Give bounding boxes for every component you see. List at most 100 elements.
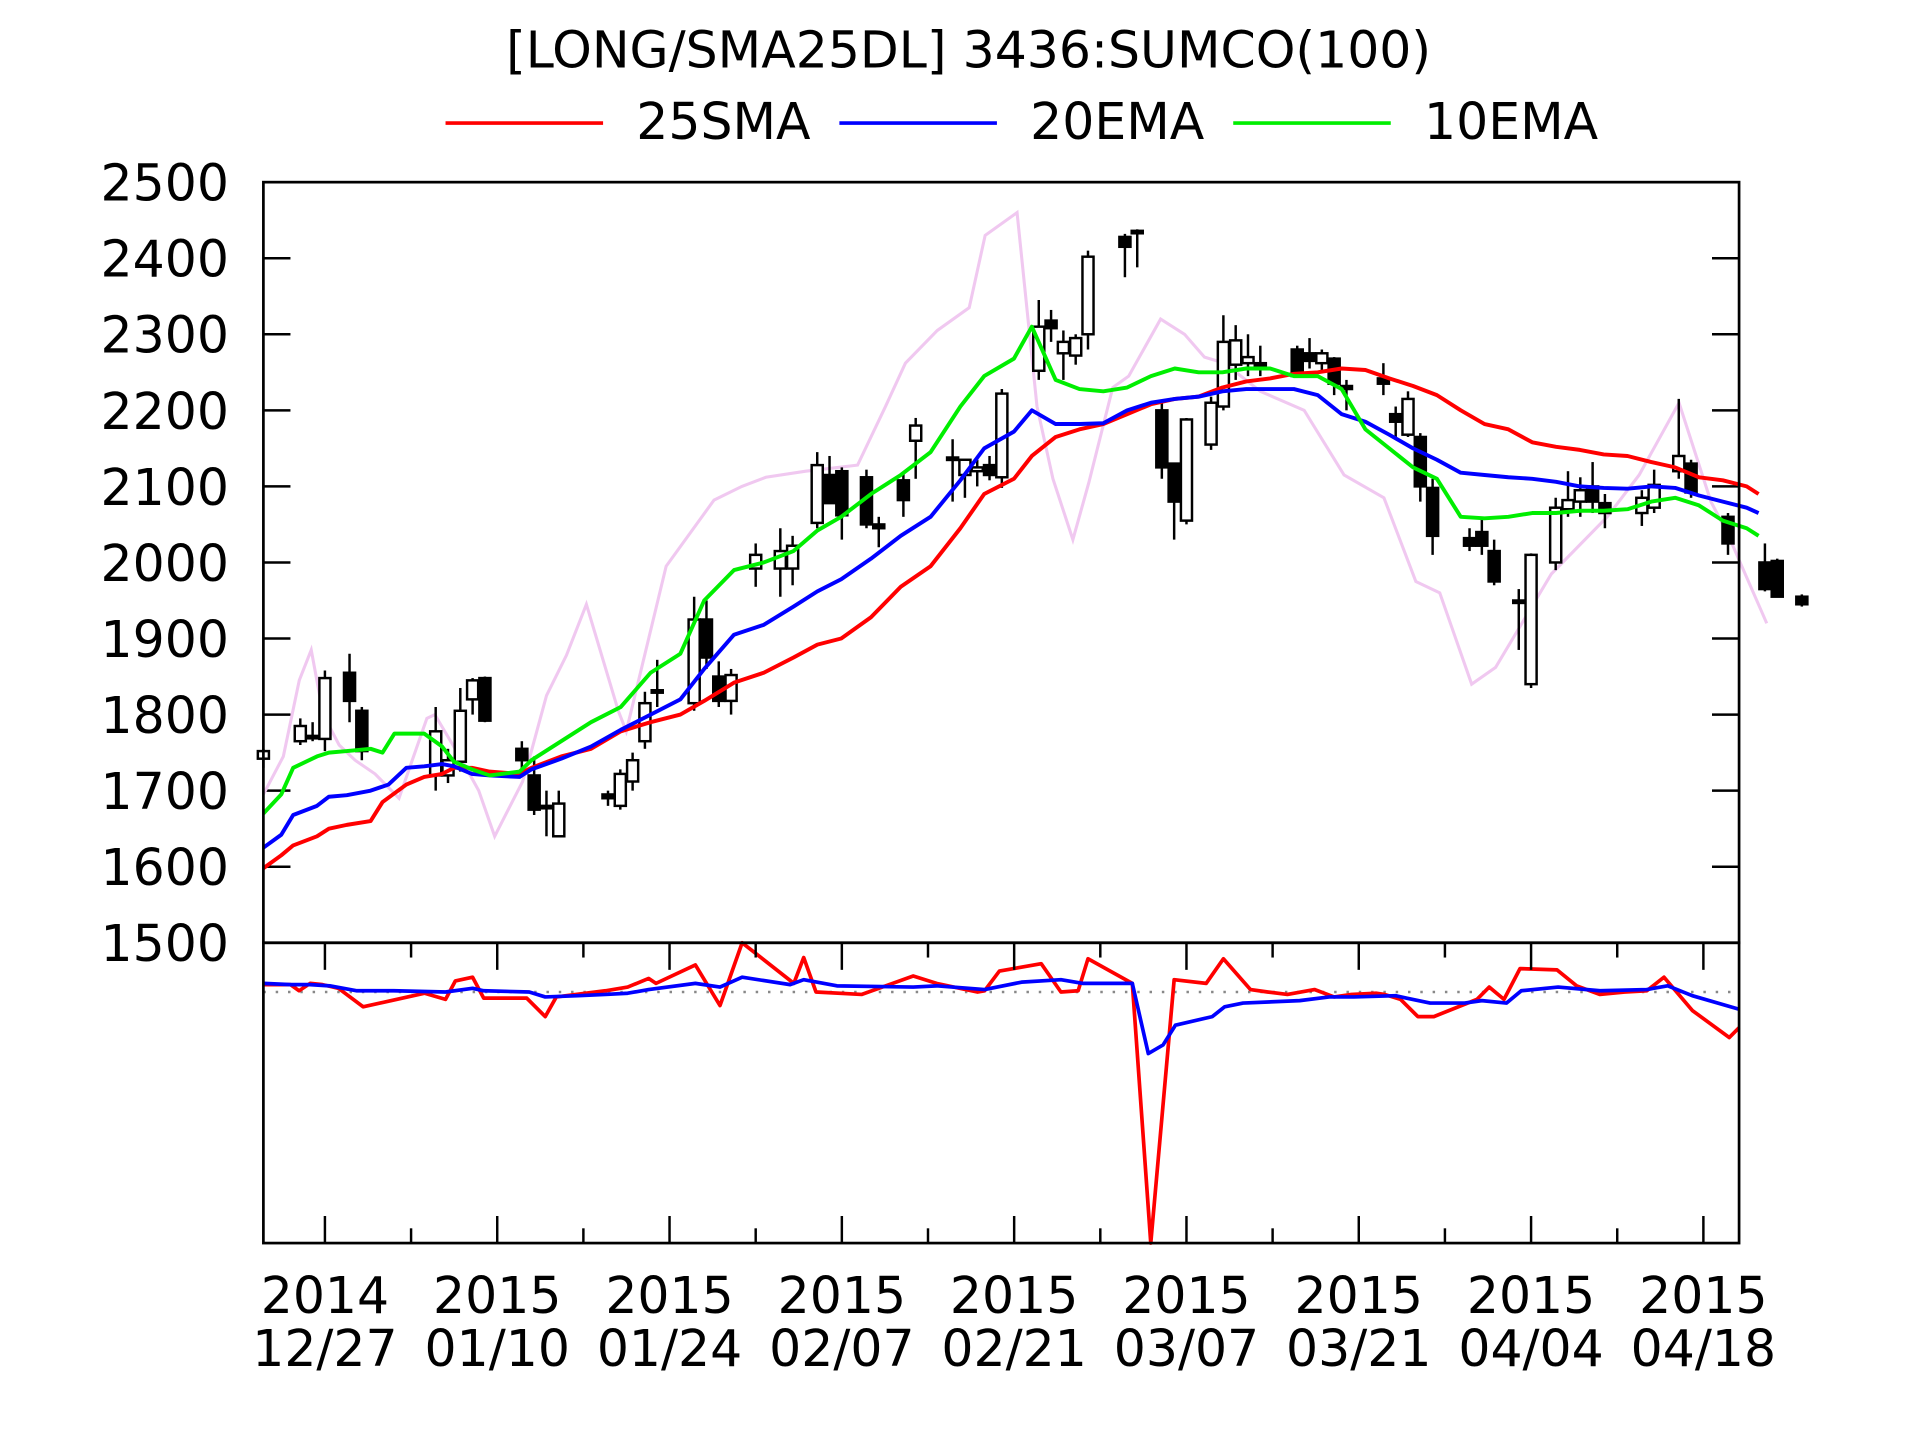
candle-body xyxy=(465,679,480,701)
candle-body xyxy=(1758,561,1772,591)
candle-body xyxy=(453,709,468,763)
candle-body xyxy=(305,734,320,740)
candle-body xyxy=(1475,530,1489,547)
candle-body xyxy=(1413,435,1428,488)
x-tick-year: 2015 xyxy=(1639,1266,1767,1325)
legend-item-20ema: 20EMA xyxy=(839,92,1205,151)
y-tick-label: 1900 xyxy=(101,610,229,669)
x-tick-date: 01/24 xyxy=(597,1319,742,1378)
candle-body xyxy=(1081,255,1095,336)
y-tick-label: 2200 xyxy=(101,382,229,441)
x-tick-year: 2015 xyxy=(605,1266,733,1325)
candle xyxy=(822,455,837,505)
candle xyxy=(1068,334,1083,365)
candle xyxy=(1204,396,1218,450)
candle-body xyxy=(1548,506,1563,564)
candle-body xyxy=(699,618,714,659)
candle xyxy=(1179,417,1194,525)
10ema-line xyxy=(261,324,1760,815)
candle-body xyxy=(515,747,529,762)
legend-label-25sma: 25SMA xyxy=(636,92,811,151)
candle xyxy=(1044,309,1058,342)
candle xyxy=(1413,433,1428,502)
25sma-line xyxy=(262,366,1760,870)
deviation-lines xyxy=(263,940,1741,1245)
candle-body xyxy=(1524,553,1538,686)
candle-body xyxy=(1228,339,1243,366)
candle-body xyxy=(872,523,886,530)
candle-body xyxy=(1130,229,1144,235)
candle xyxy=(1388,406,1403,437)
candle-body xyxy=(810,463,824,525)
candle-body xyxy=(822,473,837,505)
candle-body xyxy=(1253,361,1268,367)
candle-body xyxy=(527,774,541,811)
candle xyxy=(1721,513,1735,555)
y-axis: 1500 1600 1700 1800 1900 2000 2100 2200 2300 2400… xyxy=(101,154,1740,973)
candle xyxy=(908,417,923,479)
candle-body xyxy=(1302,352,1317,363)
candle-body xyxy=(1561,498,1575,511)
candle xyxy=(896,472,911,517)
candle-body xyxy=(1167,462,1181,503)
candle xyxy=(1081,250,1095,350)
y-tick-label: 2300 xyxy=(101,306,229,365)
candle-body xyxy=(908,424,923,442)
candle xyxy=(1401,391,1415,437)
candle xyxy=(1647,469,1661,514)
legend-label-10ema: 10EMA xyxy=(1424,92,1599,151)
candle xyxy=(724,668,738,715)
candle-body xyxy=(1032,325,1046,373)
candle xyxy=(699,600,714,669)
y-tick-label: 1600 xyxy=(101,838,229,897)
candle xyxy=(1462,528,1477,552)
candle xyxy=(1327,357,1341,396)
candle xyxy=(1155,402,1169,479)
x-tick-year: 2015 xyxy=(778,1266,906,1325)
candle-body xyxy=(318,676,332,741)
candle-body xyxy=(1179,418,1194,522)
candle-body xyxy=(1044,319,1058,330)
candle-body xyxy=(970,466,984,473)
candle-body xyxy=(601,793,615,800)
candle xyxy=(1130,229,1144,268)
x-tick-date: 02/21 xyxy=(941,1319,1086,1378)
candle xyxy=(613,769,628,810)
candle-body xyxy=(1068,336,1083,357)
candle xyxy=(1795,594,1809,607)
candle-body xyxy=(1573,488,1588,503)
x-tick-date: 03/21 xyxy=(1286,1319,1431,1378)
candle-body xyxy=(945,456,960,462)
legend-label-20ema: 20EMA xyxy=(1030,92,1205,151)
candle xyxy=(712,661,726,707)
candle xyxy=(305,722,320,742)
candle-body xyxy=(539,804,554,810)
y-tick-label: 2100 xyxy=(101,458,229,517)
legend-item-25sma: 25SMA xyxy=(445,92,811,151)
moving-average-lines xyxy=(261,324,1760,870)
x-tick-date: 03/07 xyxy=(1114,1319,1259,1378)
legend: 25SMA 20EMA 10EMA xyxy=(445,92,1599,151)
candle-body xyxy=(1155,409,1169,469)
candle xyxy=(1167,462,1181,540)
y-tick-label: 1800 xyxy=(101,686,229,745)
candle-body xyxy=(625,758,640,783)
y-tick-label: 1700 xyxy=(101,762,229,821)
candle-body xyxy=(1056,340,1071,355)
candle xyxy=(478,676,492,723)
candle xyxy=(1302,338,1317,369)
candle-body xyxy=(1770,559,1784,598)
close-price-line xyxy=(262,209,1769,841)
x-tick-year: 2015 xyxy=(1467,1266,1595,1325)
candle xyxy=(1253,345,1268,377)
x-tick-year: 2014 xyxy=(261,1266,389,1325)
x-tick-year: 2015 xyxy=(1295,1266,1423,1325)
candle-body xyxy=(835,469,849,517)
x-tick-date: 04/04 xyxy=(1458,1319,1603,1378)
candle xyxy=(342,653,357,723)
candle xyxy=(1425,478,1440,555)
deviation-slow-line xyxy=(263,975,1740,1056)
candlesticks xyxy=(256,229,1809,838)
y-tick-label: 1500 xyxy=(101,914,229,973)
